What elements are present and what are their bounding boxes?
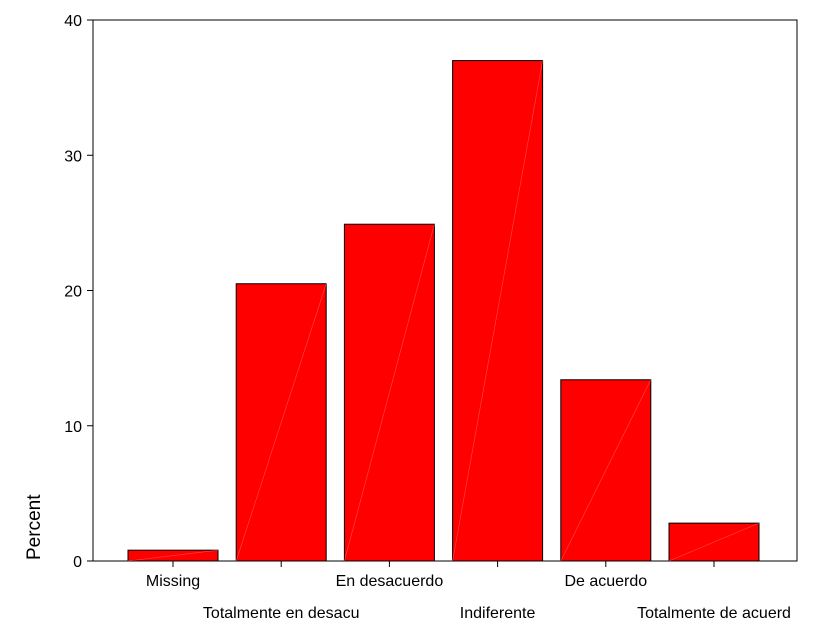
x-tick-label: Totalmente en desacu (203, 605, 360, 622)
bar-shading (344, 224, 435, 562)
bar-shading (235, 283, 327, 562)
bars (127, 60, 760, 562)
x-tick-label: En desacuerdo (336, 573, 444, 590)
bar-shading (668, 522, 760, 562)
bar-shading (452, 60, 543, 562)
y-axis-title: Percent (24, 494, 45, 560)
bar-shading (560, 379, 652, 562)
x-tick-label: Totalmente de acuerd (637, 605, 791, 622)
x-tick-label: Missing (146, 573, 200, 590)
y-tick-label: 0 (73, 554, 82, 571)
y-tick-label: 30 (64, 148, 82, 165)
x-tick-label: De acuerdo (564, 573, 647, 590)
y-tick-label: 20 (64, 284, 82, 301)
y-axis: 0 10 20 30 40 (64, 13, 93, 571)
bar-shading (127, 549, 219, 562)
plot-area (92, 19, 798, 562)
y-tick-label: 10 (64, 419, 82, 436)
x-tick-label: Indiferente (460, 605, 536, 622)
y-tick-label: 40 (64, 13, 82, 30)
